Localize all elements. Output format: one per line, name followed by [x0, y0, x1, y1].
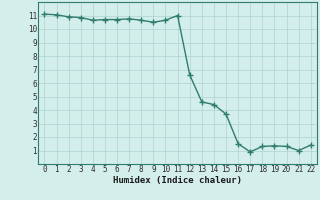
X-axis label: Humidex (Indice chaleur): Humidex (Indice chaleur): [113, 176, 242, 185]
